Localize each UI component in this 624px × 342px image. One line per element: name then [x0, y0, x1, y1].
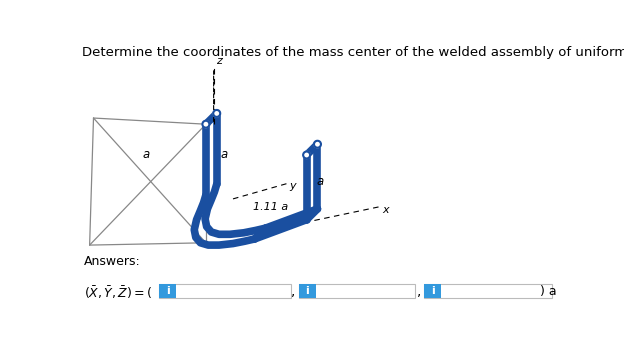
Text: Determine the coordinates of the mass center of the welded assembly of uniform s: Determine the coordinates of the mass ce… [82, 46, 624, 59]
Text: a: a [317, 175, 324, 188]
Text: y: y [289, 181, 295, 191]
Text: i: i [306, 286, 310, 296]
FancyBboxPatch shape [159, 284, 177, 298]
Text: $(\bar{X},\bar{Y},\bar{Z})=$(: $(\bar{X},\bar{Y},\bar{Z})=$( [84, 285, 153, 301]
FancyBboxPatch shape [424, 284, 552, 298]
FancyBboxPatch shape [299, 284, 415, 298]
Text: a: a [142, 148, 150, 161]
Text: a: a [220, 148, 227, 161]
Text: i: i [166, 286, 170, 296]
Text: z: z [216, 56, 222, 66]
Circle shape [303, 152, 310, 158]
Circle shape [202, 121, 210, 128]
Circle shape [213, 110, 220, 117]
Text: Answers:: Answers: [84, 255, 141, 268]
FancyBboxPatch shape [299, 284, 316, 298]
Text: ) a: ) a [540, 285, 556, 298]
Text: 1.11 a: 1.11 a [253, 201, 288, 212]
FancyBboxPatch shape [424, 284, 441, 298]
Text: ,: , [417, 284, 421, 298]
Text: x: x [382, 205, 388, 215]
Circle shape [314, 141, 321, 148]
FancyBboxPatch shape [159, 284, 291, 298]
Text: i: i [431, 286, 435, 296]
Text: ,: , [291, 284, 296, 298]
